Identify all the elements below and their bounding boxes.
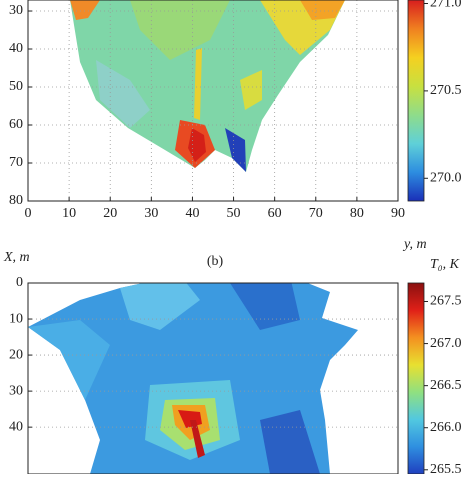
field-b bbox=[28, 283, 358, 474]
x-tick-label: 40 bbox=[185, 206, 199, 221]
plot-frame bbox=[27, 0, 399, 202]
field-a bbox=[70, 0, 345, 172]
colorbar bbox=[407, 282, 425, 475]
y-tick-label: 0 bbox=[16, 275, 23, 290]
y-tick-label: 20 bbox=[9, 347, 23, 362]
x-tick-label: 60 bbox=[268, 206, 282, 221]
colorbar-tick-label: 267.5 bbox=[430, 294, 462, 309]
y-tick-label: 50 bbox=[9, 79, 23, 94]
x-tick-label: 80 bbox=[350, 206, 364, 221]
colorbar-tick-label: 270.5 bbox=[430, 83, 462, 98]
y-tick-label: 40 bbox=[9, 419, 23, 434]
colorbar-tick-label: 271.0 bbox=[430, 0, 462, 11]
x-tick-label: 70 bbox=[309, 206, 323, 221]
y-tick-label: 60 bbox=[9, 117, 23, 132]
y-axis-label: X, m bbox=[3, 250, 30, 265]
colorbar-tick-label: 270.0 bbox=[430, 170, 462, 185]
colorbar bbox=[407, 0, 425, 202]
y-tick-label: 70 bbox=[9, 155, 23, 170]
x-axis-label: y, m bbox=[402, 237, 427, 252]
y-tick-label: 30 bbox=[9, 3, 23, 18]
x-tick-label: 0 bbox=[25, 206, 32, 221]
y-tick-label: 30 bbox=[9, 383, 23, 398]
x-tick-label: 30 bbox=[144, 206, 158, 221]
colorbar-tick-label: 267.0 bbox=[430, 336, 462, 351]
y-tick-label: 80 bbox=[9, 193, 23, 208]
y-tick-label: 10 bbox=[9, 311, 23, 326]
x-tick-label: 90 bbox=[391, 206, 405, 221]
colorbar-title: T₀, K bbox=[430, 257, 460, 272]
x-tick-label: 10 bbox=[62, 206, 76, 221]
colorbar-tick-label: 266.5 bbox=[430, 378, 462, 393]
x-tick-label: 20 bbox=[103, 206, 117, 221]
panel-label: (b) bbox=[207, 254, 224, 269]
colorbar-tick-label: 265.5 bbox=[430, 462, 462, 474]
colorbar-tick-label: 266.0 bbox=[430, 420, 462, 435]
x-tick-label: 50 bbox=[227, 206, 241, 221]
y-tick-label: 40 bbox=[9, 41, 23, 56]
